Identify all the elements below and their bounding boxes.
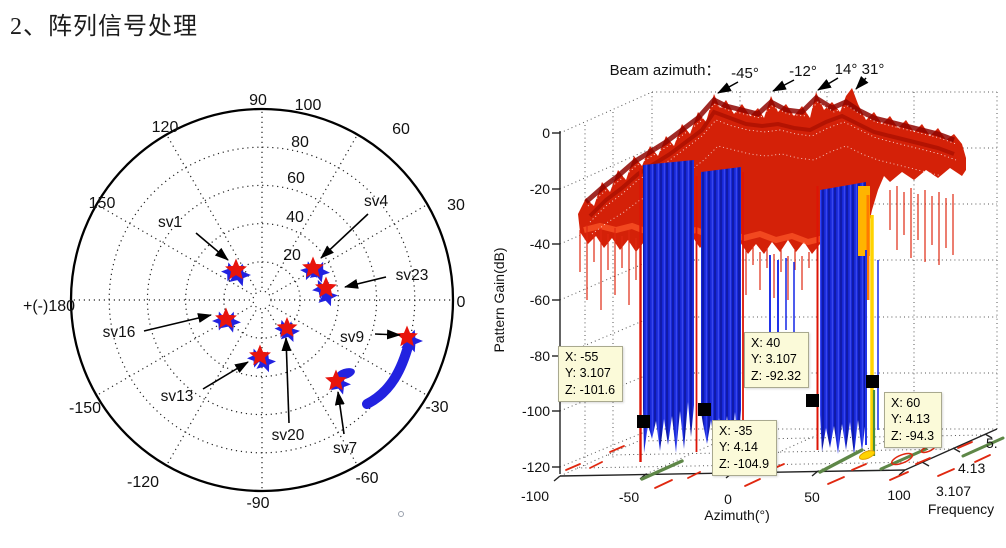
satellite-sv23 [309, 275, 340, 308]
azimuth-axis-tick-labels: -100 -50 0 50 100 [521, 487, 911, 507]
beam-annotation-arrows [717, 76, 869, 94]
floor-contours [565, 436, 1005, 489]
satellite-sv7 [325, 368, 355, 396]
datatip-y: Y: 4.14 [719, 440, 758, 455]
datatip-y: Y: 3.107 [565, 366, 611, 381]
null-curtains [639, 160, 866, 462]
beam-pattern-3d-plot: 0 -20 -40 -60 -80 -100 -120 -100 -50 0 5… [491, 61, 1005, 523]
angle-90: 90 [249, 92, 267, 109]
datatip-y: Y: 3.107 [751, 352, 797, 367]
datatip-null-4: X: 60 Y: 4.13 Z: -94.3 [884, 392, 943, 448]
radial-60: 60 [287, 170, 305, 187]
label-sv7: sv7 [333, 440, 357, 457]
xtick-100: 100 [887, 487, 911, 503]
angle-m90: -90 [246, 495, 269, 512]
ytick-m20: -20 [530, 181, 550, 197]
label-sv23: sv23 [396, 267, 429, 284]
ytick-0: 0 [542, 125, 550, 141]
angle-180: +(-)180 [23, 298, 75, 315]
satellite-sv1 [219, 258, 254, 288]
polar-radial-tick-labels: 20 40 60 80 100 [283, 97, 321, 264]
polar-outer-circle [69, 107, 455, 493]
xtick-m100: -100 [521, 488, 549, 504]
stray-degree-mark [398, 511, 404, 517]
satellite-markers [209, 256, 426, 396]
satellite-sv13 [244, 344, 278, 374]
angle-m150: -150 [69, 400, 101, 417]
datatip-x: X: 60 [891, 396, 921, 410]
xtick-m50: -50 [619, 489, 639, 505]
satellite-callout-arrows [143, 213, 401, 435]
datatip-null-2: X: 40 Y: 3.107 Z: -92.32 [744, 332, 810, 388]
label-sv13: sv13 [161, 388, 194, 405]
gain-axis-tick-labels: 0 -20 -40 -60 -80 -100 -120 [522, 125, 550, 475]
radial-40: 40 [286, 209, 304, 226]
angle-150: 150 [89, 195, 116, 212]
ytick-m80: -80 [530, 348, 550, 364]
polar-grid [73, 111, 451, 489]
colormap-streaks [858, 186, 879, 456]
angle-120: 120 [152, 119, 179, 136]
radial-80: 80 [291, 134, 309, 151]
satellite-labels: sv1 sv4 sv23 sv16 sv13 sv20 sv7 sv9 [103, 193, 429, 457]
xtick-50: 50 [804, 489, 820, 505]
datatip-x: X: -55 [565, 350, 599, 364]
ztick-3107: 3.107 [936, 483, 971, 499]
ztick-5: 5. [986, 435, 998, 451]
beam-angle-31: 31° [862, 61, 885, 78]
polar-sky-plot: 90 120 150 +(-)180 -150 -120 -90 -60 -30… [23, 92, 466, 517]
datatip-z: Z: -94.3 [891, 428, 935, 443]
beam-angle-14: 14° [835, 61, 858, 78]
angle-60: 60 [392, 121, 410, 138]
datatip-markers [637, 375, 879, 428]
frequency-axis-label: Frequency [928, 501, 994, 517]
gain-surface [578, 88, 966, 256]
ztick-413: 4.13 [958, 460, 985, 476]
beam-angle-m12: -12° [789, 63, 817, 80]
beam-azimuth-title: Beam azimuth： [610, 62, 721, 79]
ytick-m60: -60 [530, 292, 550, 308]
angle-m60: -60 [355, 470, 378, 487]
label-sv16: sv16 [103, 324, 136, 341]
label-sv1: sv1 [158, 214, 182, 231]
label-sv9: sv9 [340, 329, 364, 346]
angle-0: 0 [457, 294, 466, 311]
ytick-m100: -100 [522, 403, 550, 419]
frequency-axis-tick-labels: 3.107 4.13 5. [936, 435, 998, 499]
datatip-null-3: X: -35 Y: 4.14 Z: -104.9 [712, 420, 778, 476]
datatip-z: Z: -92.32 [751, 368, 802, 383]
beam-angle-m45: -45° [731, 65, 759, 82]
ytick-m120: -120 [522, 459, 550, 475]
angle-m120: -120 [127, 474, 159, 491]
datatip-z: Z: -104.9 [719, 456, 770, 471]
sv9-track-arc [362, 338, 414, 409]
ytick-m40: -40 [530, 236, 550, 252]
angle-30: 30 [447, 197, 465, 214]
radial-100: 100 [295, 97, 322, 114]
datatip-x: X: 40 [751, 336, 781, 350]
azimuth-axis-label: Azimuth(°) [704, 507, 770, 523]
red-fringes [579, 186, 954, 310]
satellite-sv4 [298, 256, 333, 285]
angle-m30: -30 [425, 399, 448, 416]
axes-3d [552, 131, 998, 482]
datatip-x: X: -35 [719, 424, 753, 438]
datatip-y: Y: 4.13 [891, 412, 930, 427]
slide-title: 2、阵列信号处理 [10, 14, 198, 40]
gain-axis-label: Pattern Gain(dB) [491, 247, 507, 352]
label-sv20: sv20 [272, 427, 305, 444]
datatip-z: Z: -101.6 [565, 382, 616, 397]
xtick-0: 0 [724, 491, 732, 507]
radial-20: 20 [283, 247, 301, 264]
polar-angle-tick-labels: 90 120 150 +(-)180 -150 -120 -90 -60 -30… [23, 92, 466, 512]
datatip-null-1: X: -55 Y: 3.107 Z: -101.6 [558, 346, 624, 402]
beam-azimuth-annotation: Beam azimuth： -45° -12° 14° 31° [610, 61, 885, 94]
label-sv4: sv4 [364, 193, 389, 210]
satellite-sv20 [272, 317, 302, 343]
